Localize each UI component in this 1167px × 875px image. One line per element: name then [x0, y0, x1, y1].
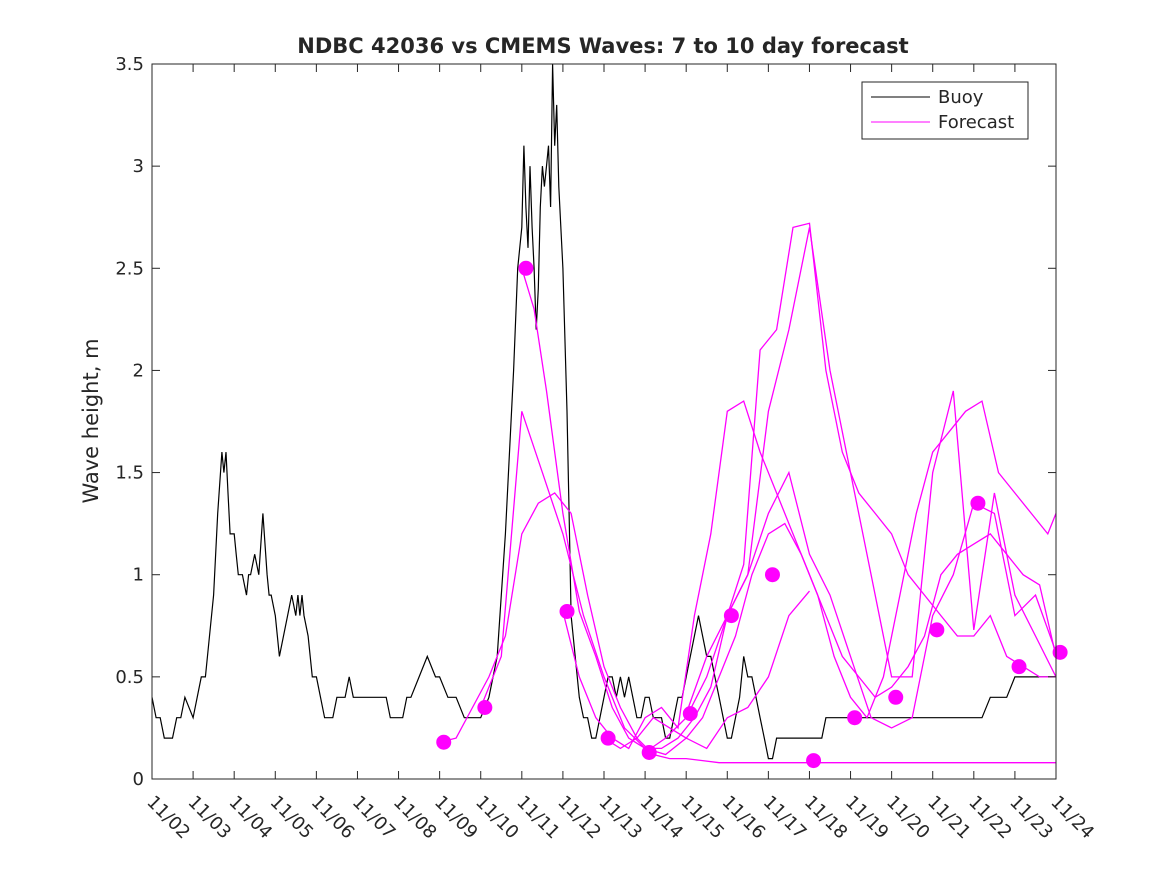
- forecast-line-5: [603, 400, 1056, 750]
- chart-title: NDBC 42036 vs CMEMS Waves: 7 to 10 day f…: [297, 34, 908, 58]
- y-tick-label: 2: [133, 360, 144, 381]
- y-tick-label: 2.5: [115, 258, 144, 279]
- forecast-marker: [806, 753, 822, 769]
- legend-box: [861, 81, 1029, 140]
- forecast-marker: [641, 744, 657, 760]
- forecast-marker: [518, 260, 534, 276]
- forecast-line-1: [439, 492, 1056, 764]
- forecast-marker: [1052, 644, 1068, 660]
- y-tick-label: 3: [133, 156, 144, 177]
- y-tick-label: 1: [133, 565, 144, 586]
- forecast-marker: [436, 734, 452, 750]
- y-axis-label: Wave height, m: [79, 338, 103, 503]
- forecast-marker: [929, 622, 945, 638]
- forecast-markers-group: [436, 260, 1068, 769]
- forecast-line-3: [521, 222, 1056, 750]
- y-tick-label: 3.5: [115, 54, 144, 75]
- forecast-marker: [682, 706, 698, 722]
- forecast-marker: [847, 710, 863, 726]
- forecast-line-6: [644, 227, 1056, 753]
- forecast-line-7: [685, 470, 1056, 729]
- buoy-line: [152, 64, 1056, 760]
- y-tick-label: 0: [133, 769, 144, 790]
- forecast-marker: [764, 567, 780, 583]
- forecast-marker: [723, 608, 739, 624]
- y-tick-label: 0.5: [115, 667, 144, 688]
- forecast-marker: [477, 700, 493, 715]
- legend: Buoy Forecast: [861, 81, 1029, 140]
- forecast-marker: [559, 603, 575, 619]
- legend-label-forecast: Forecast: [938, 112, 1014, 133]
- forecast-marker: [1011, 659, 1027, 675]
- buoy-series-group: [152, 64, 1056, 760]
- legend-label-buoy: Buoy: [938, 87, 984, 108]
- forecast-marker: [600, 730, 616, 746]
- forecast-marker: [970, 495, 986, 511]
- y-tick-label: 1.5: [115, 463, 144, 484]
- forecast-marker: [888, 689, 904, 705]
